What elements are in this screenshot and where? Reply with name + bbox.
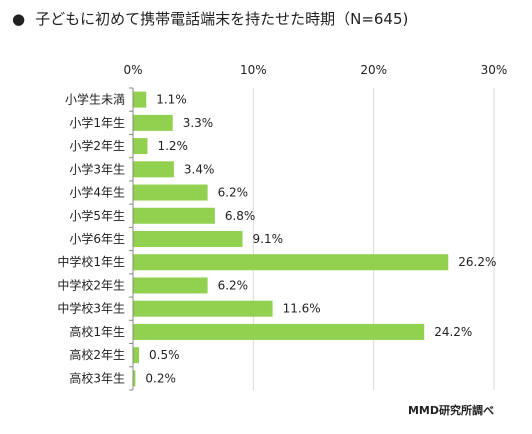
category-label-8: 中学校2年生 — [57, 277, 125, 292]
bar-6 — [133, 231, 243, 247]
category-label-9: 中学校3年生 — [57, 301, 125, 316]
value-label-4: 6.2% — [218, 186, 249, 200]
category-label-10: 高校1年生 — [69, 324, 125, 339]
bar-10 — [133, 323, 425, 340]
category-label-4: 小学4年生 — [69, 185, 125, 200]
value-label-2: 1.2% — [157, 139, 188, 153]
category-label-6: 小学6年生 — [69, 231, 125, 246]
value-label-0: 1.1% — [156, 93, 187, 107]
value-label-7: 26.2% — [458, 255, 496, 269]
bar-1 — [133, 114, 173, 131]
value-label-11: 0.5% — [149, 348, 180, 362]
bar-12 — [133, 370, 136, 387]
chart-title: ● 子どもに初めて携帯電話端末を持たせた時期（N=645) — [12, 8, 408, 29]
category-label-2: 小学2年生 — [69, 138, 125, 153]
value-label-3: 3.4% — [184, 162, 215, 176]
bar-8 — [133, 277, 208, 294]
x-tick-label-30: 30% — [481, 63, 508, 77]
category-label-1: 小学1年生 — [69, 115, 125, 130]
bar-4 — [133, 184, 208, 201]
category-label-12: 高校3年生 — [69, 370, 125, 385]
category-label-7: 中学校1年生 — [57, 254, 125, 269]
category-label-5: 小学5年生 — [69, 208, 125, 223]
x-tick-label-20: 20% — [360, 63, 387, 77]
value-label-5: 6.8% — [225, 209, 256, 223]
title-bullet: ● — [12, 10, 26, 28]
bar-2 — [133, 138, 148, 155]
category-label-0: 小学生未満 — [65, 92, 125, 107]
value-label-6: 9.1% — [253, 232, 284, 246]
value-label-1: 3.3% — [183, 116, 214, 130]
bar-3 — [133, 161, 174, 178]
bar-7 — [133, 254, 449, 271]
value-label-9: 11.6% — [283, 302, 321, 316]
value-label-10: 24.2% — [434, 325, 472, 339]
bar-9 — [133, 300, 273, 317]
x-tick-label-10: 10% — [240, 63, 267, 77]
category-label-3: 小学3年生 — [69, 161, 125, 176]
bar-11 — [133, 347, 140, 364]
bar-0 — [133, 91, 147, 108]
value-label-8: 6.2% — [218, 278, 249, 292]
source-credit: MMD研究所調べ — [407, 404, 494, 417]
chart-title-text: 子どもに初めて携帯電話端末を持たせた時期（N=645) — [35, 10, 409, 28]
value-label-12: 0.2% — [145, 371, 176, 385]
bar-5 — [133, 207, 215, 224]
x-tick-label-0: 0% — [123, 63, 142, 77]
category-label-11: 高校2年生 — [69, 347, 125, 362]
